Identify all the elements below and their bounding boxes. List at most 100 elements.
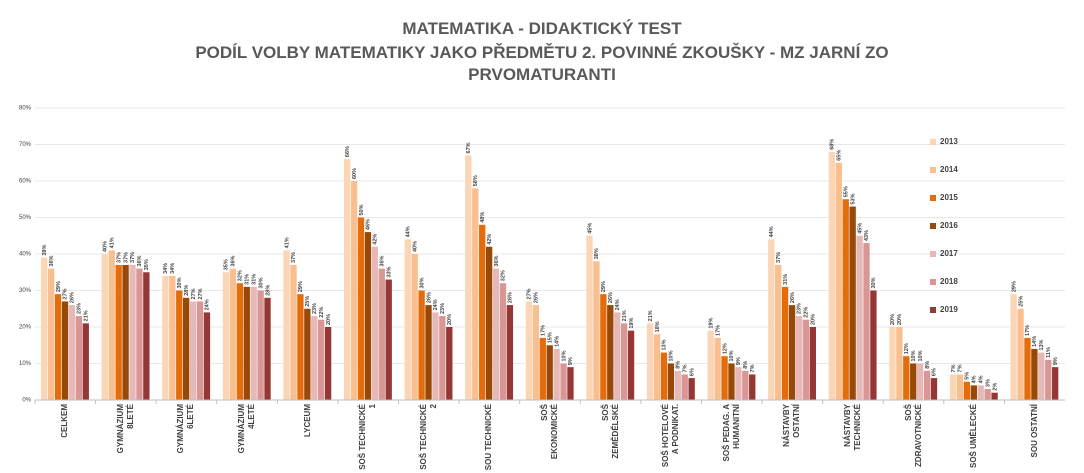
bar xyxy=(385,279,392,400)
legend-label: 2013 xyxy=(940,137,958,146)
bar xyxy=(290,264,297,400)
data-label: 2% xyxy=(992,383,998,391)
bar xyxy=(229,268,237,400)
data-label: 28% xyxy=(265,285,271,296)
bar xyxy=(446,327,453,400)
data-label: 18% xyxy=(655,321,661,332)
data-label: 58% xyxy=(473,175,479,186)
data-label: 8% xyxy=(743,361,749,369)
data-label: 36% xyxy=(494,255,500,266)
data-label: 17% xyxy=(541,325,547,336)
bar xyxy=(304,308,311,400)
bar xyxy=(903,356,910,400)
bar xyxy=(115,264,122,400)
data-label: 6% xyxy=(932,368,938,376)
bar xyxy=(835,162,842,400)
x-tick-label: SOŠ UMĚLECKÉ xyxy=(969,404,979,469)
bar xyxy=(977,385,984,400)
bar xyxy=(283,250,290,400)
bar xyxy=(499,283,507,400)
bar xyxy=(646,323,654,400)
bar xyxy=(75,316,83,400)
x-tick-label: SOŠ TECHNICKÉ 2 xyxy=(418,404,438,470)
data-label: 27% xyxy=(63,288,69,299)
bar xyxy=(465,155,472,400)
data-label: 30% xyxy=(419,277,425,288)
bar xyxy=(479,224,486,400)
data-label: 23% xyxy=(77,303,83,314)
data-label: 44% xyxy=(406,226,412,237)
bar xyxy=(1052,367,1059,400)
legend-label: 2019 xyxy=(940,305,958,314)
data-label: 40% xyxy=(103,241,109,252)
x-tick-label: SOŠ ZEMĚDĚLSKÉ xyxy=(600,404,620,459)
y-tick-label: 50% xyxy=(19,215,32,221)
data-label: 29% xyxy=(298,281,304,292)
bar xyxy=(896,327,903,400)
bar xyxy=(425,305,432,400)
x-tick-label: NÁSTAVBY OSTATNÍ xyxy=(782,404,802,447)
bar xyxy=(311,316,318,400)
x-tick-label: SOŠ TECHNICKÉ 1 xyxy=(358,404,378,470)
data-label: 14% xyxy=(554,336,560,347)
bar xyxy=(735,367,742,400)
bar xyxy=(324,327,332,400)
data-label: 36% xyxy=(137,255,143,266)
data-label: 65% xyxy=(837,150,843,161)
data-label: 31% xyxy=(783,274,789,285)
data-label: 26% xyxy=(70,292,76,303)
data-label: 45% xyxy=(857,223,863,234)
data-label: 13% xyxy=(662,339,668,350)
legend-label: 2015 xyxy=(940,193,958,202)
data-label: 34% xyxy=(163,263,169,274)
data-label: 30% xyxy=(871,277,877,288)
data-label: 44% xyxy=(769,226,775,237)
bar xyxy=(667,363,675,400)
bar xyxy=(404,239,411,400)
data-label: 26% xyxy=(608,292,614,303)
bar xyxy=(162,275,169,400)
data-label: 20% xyxy=(811,314,817,325)
data-label: 36% xyxy=(49,255,55,266)
x-tick-label: GYMNÁZIUM 8LETÉ xyxy=(115,404,135,454)
bar xyxy=(788,305,796,400)
bar xyxy=(586,235,593,400)
bar xyxy=(1031,348,1038,400)
data-label: 12% xyxy=(904,343,910,354)
data-label: 9% xyxy=(568,357,574,365)
legend-swatch xyxy=(930,279,936,285)
legend-label: 2018 xyxy=(940,277,958,286)
data-label: 7% xyxy=(750,364,756,372)
data-label: 34% xyxy=(170,263,176,274)
bar xyxy=(492,268,500,400)
data-label: 24% xyxy=(433,299,439,310)
data-label: 20% xyxy=(897,314,903,325)
bar xyxy=(257,290,264,400)
data-label: 36% xyxy=(380,255,386,266)
data-label: 36% xyxy=(231,255,237,266)
bar xyxy=(318,319,325,400)
bar xyxy=(614,312,621,400)
data-label: 8% xyxy=(925,361,931,369)
data-label: 7% xyxy=(958,364,964,372)
data-label: 29% xyxy=(601,281,607,292)
data-label: 17% xyxy=(715,325,721,336)
bar xyxy=(546,345,553,400)
legend-label: 2014 xyxy=(940,165,958,174)
data-label: 21% xyxy=(622,310,628,321)
data-label: 25% xyxy=(305,296,311,307)
bar xyxy=(122,264,129,400)
legend-label: 2017 xyxy=(940,249,958,258)
bar xyxy=(802,319,810,400)
bar xyxy=(439,316,446,400)
x-tick-label: NÁSTAVBY TECHNICKÉ xyxy=(842,404,862,451)
data-label: 20% xyxy=(326,314,332,325)
bar xyxy=(707,330,714,400)
data-label: 68% xyxy=(830,139,836,150)
bar xyxy=(842,199,849,400)
data-label: 10% xyxy=(561,350,567,361)
bar xyxy=(889,327,896,400)
data-label: 41% xyxy=(284,237,290,248)
data-label: 11% xyxy=(1046,347,1052,358)
data-label: 17% xyxy=(1025,325,1031,336)
